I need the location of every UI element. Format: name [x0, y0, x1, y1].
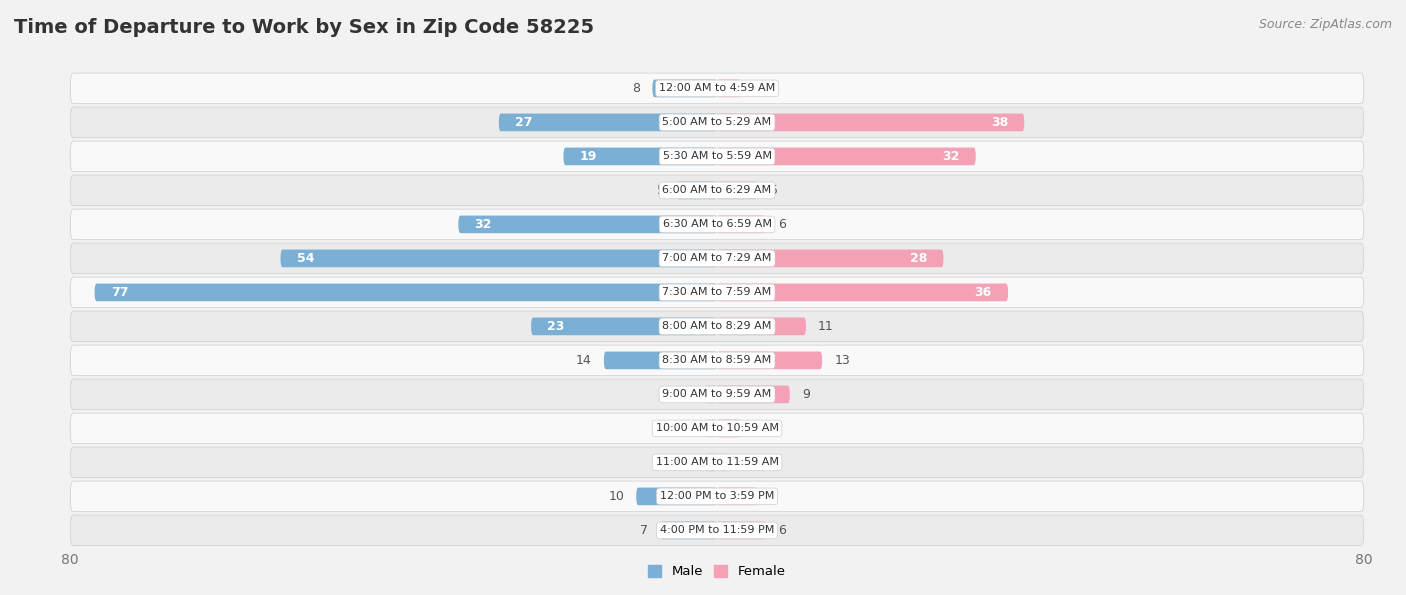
Text: 28: 28: [910, 252, 928, 265]
Text: 13: 13: [834, 354, 851, 367]
Text: 10: 10: [609, 490, 624, 503]
Text: 8:00 AM to 8:29 AM: 8:00 AM to 8:29 AM: [662, 321, 772, 331]
FancyBboxPatch shape: [531, 318, 717, 335]
FancyBboxPatch shape: [717, 181, 758, 199]
FancyBboxPatch shape: [717, 215, 765, 233]
Text: 77: 77: [111, 286, 128, 299]
FancyBboxPatch shape: [458, 215, 717, 233]
FancyBboxPatch shape: [70, 107, 1364, 137]
FancyBboxPatch shape: [717, 522, 765, 539]
FancyBboxPatch shape: [70, 277, 1364, 308]
FancyBboxPatch shape: [70, 345, 1364, 375]
FancyBboxPatch shape: [717, 80, 741, 97]
Text: 0: 0: [697, 422, 704, 435]
Text: 5: 5: [657, 184, 665, 197]
FancyBboxPatch shape: [717, 453, 730, 471]
FancyBboxPatch shape: [717, 419, 741, 437]
FancyBboxPatch shape: [70, 175, 1364, 206]
Text: 9:00 AM to 9:59 AM: 9:00 AM to 9:59 AM: [662, 389, 772, 399]
Text: 7:30 AM to 7:59 AM: 7:30 AM to 7:59 AM: [662, 287, 772, 298]
FancyBboxPatch shape: [704, 386, 717, 403]
Text: 11: 11: [818, 320, 834, 333]
Text: 14: 14: [576, 354, 592, 367]
FancyBboxPatch shape: [605, 352, 717, 369]
FancyBboxPatch shape: [70, 481, 1364, 512]
FancyBboxPatch shape: [70, 515, 1364, 546]
Text: 6: 6: [778, 218, 786, 231]
Text: 12:00 AM to 4:59 AM: 12:00 AM to 4:59 AM: [659, 83, 775, 93]
Text: Source: ZipAtlas.com: Source: ZipAtlas.com: [1258, 18, 1392, 31]
FancyBboxPatch shape: [676, 181, 717, 199]
Text: 0: 0: [697, 456, 704, 469]
Text: 23: 23: [547, 320, 565, 333]
FancyBboxPatch shape: [70, 243, 1364, 274]
FancyBboxPatch shape: [717, 352, 823, 369]
Text: 7: 7: [640, 524, 648, 537]
FancyBboxPatch shape: [70, 379, 1364, 410]
Text: 8:30 AM to 8:59 AM: 8:30 AM to 8:59 AM: [662, 355, 772, 365]
Text: 19: 19: [579, 150, 598, 163]
FancyBboxPatch shape: [717, 318, 806, 335]
Text: 6:00 AM to 6:29 AM: 6:00 AM to 6:29 AM: [662, 186, 772, 195]
Text: 11:00 AM to 11:59 AM: 11:00 AM to 11:59 AM: [655, 458, 779, 468]
Text: 54: 54: [297, 252, 314, 265]
Text: 7:00 AM to 7:29 AM: 7:00 AM to 7:29 AM: [662, 253, 772, 264]
Text: 38: 38: [991, 116, 1008, 129]
FancyBboxPatch shape: [564, 148, 717, 165]
Text: 5:00 AM to 5:29 AM: 5:00 AM to 5:29 AM: [662, 117, 772, 127]
FancyBboxPatch shape: [704, 419, 717, 437]
Text: Time of Departure to Work by Sex in Zip Code 58225: Time of Departure to Work by Sex in Zip …: [14, 18, 595, 37]
FancyBboxPatch shape: [661, 522, 717, 539]
Text: 32: 32: [942, 150, 959, 163]
FancyBboxPatch shape: [70, 311, 1364, 342]
FancyBboxPatch shape: [717, 487, 758, 505]
Text: 12:00 PM to 3:59 PM: 12:00 PM to 3:59 PM: [659, 491, 775, 502]
FancyBboxPatch shape: [704, 453, 717, 471]
FancyBboxPatch shape: [280, 249, 717, 267]
Text: 32: 32: [475, 218, 492, 231]
Legend: Male, Female: Male, Female: [643, 560, 792, 584]
Text: 10:00 AM to 10:59 AM: 10:00 AM to 10:59 AM: [655, 424, 779, 433]
FancyBboxPatch shape: [652, 80, 717, 97]
Text: 3: 3: [754, 82, 761, 95]
FancyBboxPatch shape: [717, 249, 943, 267]
FancyBboxPatch shape: [94, 284, 717, 301]
FancyBboxPatch shape: [717, 386, 790, 403]
FancyBboxPatch shape: [717, 114, 1024, 131]
Text: 27: 27: [515, 116, 533, 129]
FancyBboxPatch shape: [70, 413, 1364, 444]
Text: 9: 9: [801, 388, 810, 401]
Text: 36: 36: [974, 286, 993, 299]
FancyBboxPatch shape: [70, 141, 1364, 172]
Text: 4:00 PM to 11:59 PM: 4:00 PM to 11:59 PM: [659, 525, 775, 536]
FancyBboxPatch shape: [717, 148, 976, 165]
Text: 5: 5: [769, 184, 778, 197]
FancyBboxPatch shape: [70, 447, 1364, 478]
Text: 6:30 AM to 6:59 AM: 6:30 AM to 6:59 AM: [662, 220, 772, 230]
FancyBboxPatch shape: [717, 284, 1008, 301]
FancyBboxPatch shape: [499, 114, 717, 131]
Text: 3: 3: [754, 422, 761, 435]
Text: 0: 0: [697, 388, 704, 401]
Text: 0: 0: [730, 456, 737, 469]
FancyBboxPatch shape: [70, 209, 1364, 240]
Text: 5: 5: [769, 490, 778, 503]
Text: 5:30 AM to 5:59 AM: 5:30 AM to 5:59 AM: [662, 151, 772, 161]
Text: 6: 6: [778, 524, 786, 537]
FancyBboxPatch shape: [636, 487, 717, 505]
Text: 8: 8: [633, 82, 640, 95]
FancyBboxPatch shape: [70, 73, 1364, 104]
